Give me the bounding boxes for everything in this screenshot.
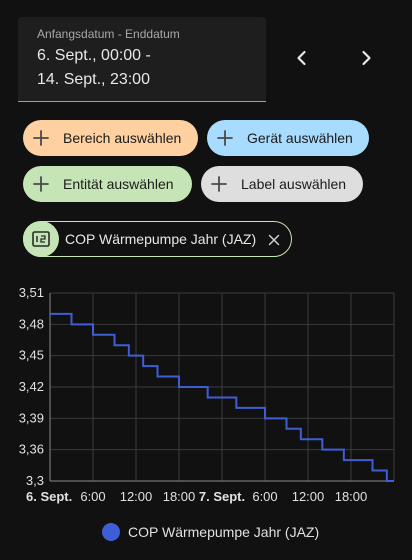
x-tick-label: 18:00 xyxy=(163,489,196,504)
y-tick-label: 3,42 xyxy=(19,379,44,394)
history-chart[interactable]: 3,51 3,48 3,45 3,42 3,39 3,36 3,36. Sept. 6:00 1… xyxy=(0,280,412,510)
next-period-button[interactable] xyxy=(348,40,384,76)
selected-entity-chip[interactable]: COP Wärmepumpe Jahr (JAZ) xyxy=(23,221,292,257)
x-tick-label: 6:00 xyxy=(252,489,277,504)
close-icon xyxy=(268,234,280,246)
choose-device-button[interactable]: Gerät auswählen xyxy=(207,120,369,156)
date-range-end: 14. Sept., 23:00 xyxy=(37,71,150,88)
legend-color-swatch xyxy=(102,523,120,541)
y-tick-label: 3,36 xyxy=(19,442,44,457)
x-tick-label: 12:00 xyxy=(292,489,325,504)
y-tick-label: 3,48 xyxy=(19,316,44,331)
series-line-cop-jaz xyxy=(50,312,394,482)
choose-entity-button[interactable]: Entität auswählen xyxy=(23,166,192,202)
x-tick-label: 7. Sept. xyxy=(199,489,245,504)
y-tick-label: 3,45 xyxy=(19,348,44,363)
plus-icon xyxy=(211,176,227,192)
legend-series-name: COP Wärmepumpe Jahr (JAZ) xyxy=(128,524,320,540)
y-tick-label: 3,51 xyxy=(19,285,44,300)
choose-entity-label: Entität auswählen xyxy=(63,176,174,192)
choose-device-label: Gerät auswählen xyxy=(247,130,353,146)
counter-icon xyxy=(32,231,50,247)
x-tick-label: 12:00 xyxy=(120,489,153,504)
plus-icon xyxy=(33,176,49,192)
remove-entity-button[interactable] xyxy=(265,231,283,249)
entity-icon-container xyxy=(23,221,59,257)
y-tick-label: 3,39 xyxy=(19,410,44,425)
choose-label-button[interactable]: Label auswählen xyxy=(201,166,363,202)
choose-area-label: Bereich auswählen xyxy=(63,130,182,146)
previous-period-button[interactable] xyxy=(284,40,320,76)
date-range-picker[interactable]: Anfangsdatum - Enddatum 6. Sept., 00:00 … xyxy=(18,17,266,102)
selected-entity-name: COP Wärmepumpe Jahr (JAZ) xyxy=(65,231,257,247)
plus-icon xyxy=(33,130,49,146)
choose-area-button[interactable]: Bereich auswählen xyxy=(23,120,198,156)
date-range-label: Anfangsdatum - Enddatum xyxy=(37,27,180,41)
x-tick-label: 6. Sept. xyxy=(26,489,72,504)
date-range-start: 6. Sept., 00:00 - xyxy=(37,47,151,64)
chevron-left-icon xyxy=(297,50,306,66)
chevron-right-icon xyxy=(362,50,371,66)
x-tick-label: 18:00 xyxy=(335,489,368,504)
plus-icon xyxy=(217,130,233,146)
choose-label-label: Label auswählen xyxy=(241,176,347,192)
x-tick-label: 6:00 xyxy=(80,489,105,504)
y-tick-label: 3,3 xyxy=(26,473,44,488)
chart-legend[interactable]: COP Wärmepumpe Jahr (JAZ) xyxy=(102,522,319,542)
